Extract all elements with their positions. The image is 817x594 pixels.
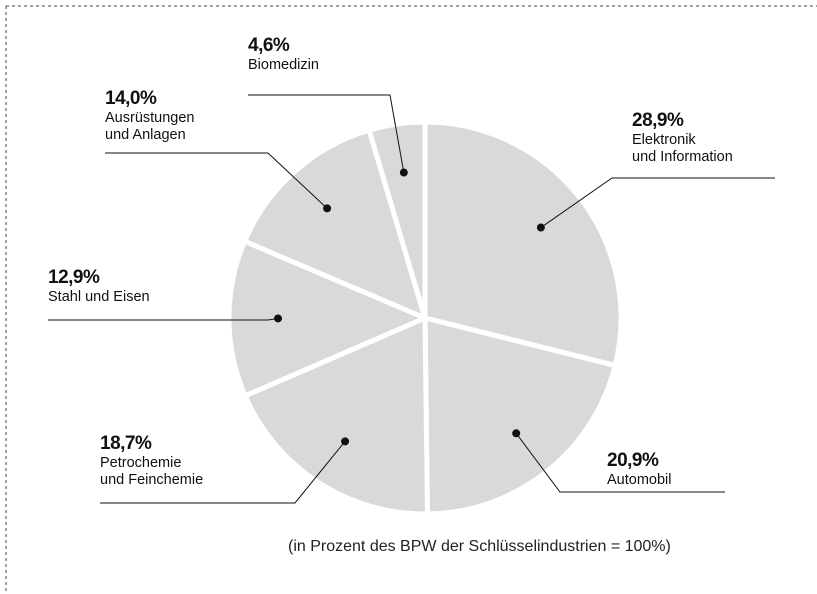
leader-line <box>248 94 405 173</box>
leader-line <box>540 177 775 228</box>
leader-dot <box>341 437 350 446</box>
leader-dot <box>274 314 283 323</box>
slice-label: 4,6% Biomedizin <box>248 35 319 74</box>
value-label: 12,9% <box>48 267 100 288</box>
pie-slice <box>242 127 428 321</box>
leader-dot <box>512 429 521 438</box>
pie-slice <box>422 315 618 517</box>
category-label: Petrochemie und Feinchemie <box>100 455 204 488</box>
pie-slice <box>366 119 428 321</box>
leader-dot <box>536 223 545 232</box>
category-label: Ausrüstungen und Anlagen <box>105 110 195 143</box>
value-label: 4,6% <box>248 35 290 56</box>
pie-slice <box>242 315 430 517</box>
leader-line <box>100 441 346 504</box>
leader-dot <box>323 204 332 213</box>
value-label: 18,7% <box>100 433 152 454</box>
category-label: Elektronik und Information <box>632 132 733 165</box>
slice-label: 18,7% Petrochemie und Feinchemie <box>100 433 203 489</box>
slice-label: 28,9% Elektronik und Information <box>632 110 733 166</box>
footnote: (in Prozent des BPW der Schlüsselindustr… <box>288 538 671 555</box>
leader-line <box>105 152 328 209</box>
leader-line <box>515 432 725 493</box>
slice-label: 14,0% Ausrüstungen und Anlagen <box>105 88 194 144</box>
value-label: 14,0% <box>105 88 157 109</box>
category-label: Stahl und Eisen <box>48 289 150 305</box>
pie-slice <box>422 119 624 369</box>
category-label: Biomedizin <box>248 57 319 73</box>
slice-label: 20,9% Automobil <box>607 450 671 489</box>
category-label: Automobil <box>607 472 672 488</box>
leader-dot <box>399 168 408 177</box>
pie-slice <box>226 238 428 399</box>
value-label: 20,9% <box>607 450 659 471</box>
slice-label: 12,9% Stahl und Eisen <box>48 267 150 306</box>
value-label: 28,9% <box>632 110 684 131</box>
